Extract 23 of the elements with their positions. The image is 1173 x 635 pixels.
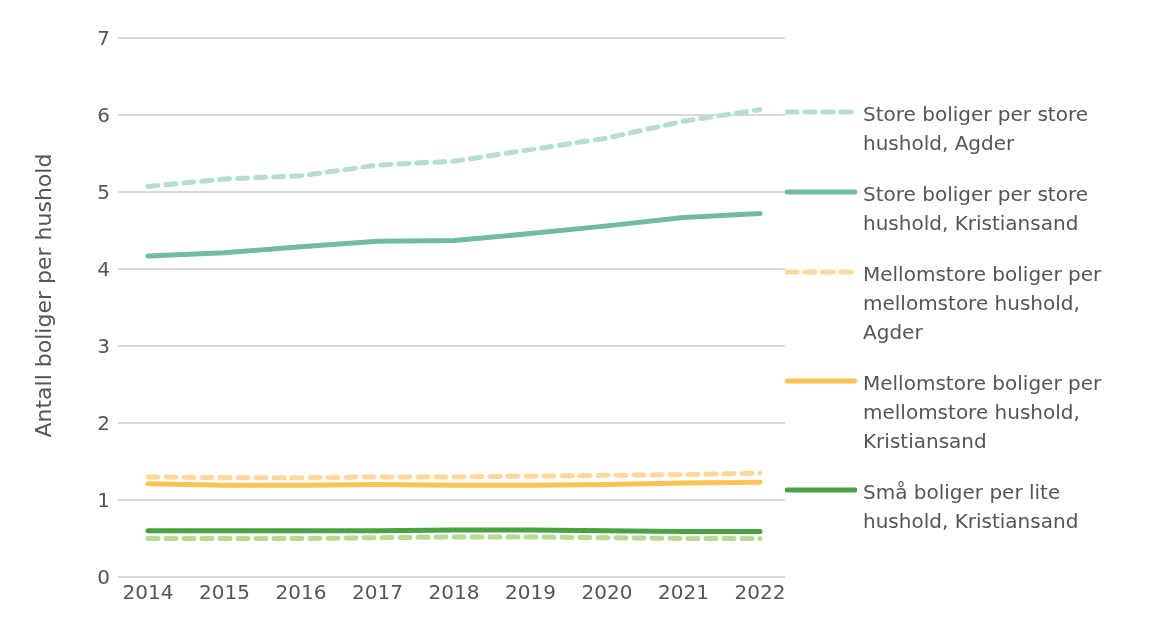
legend-label: Mellomstore boliger per mellomstore hushold, Kristiansand: [863, 369, 1103, 455]
y-tick-label: 7: [97, 26, 110, 51]
y-tick-label: 3: [97, 334, 110, 359]
y-tick-label: 6: [97, 103, 110, 128]
x-tick-label: 2017: [352, 580, 403, 605]
x-tick-label: 2014: [122, 580, 174, 605]
x-tick-label: 2021: [658, 580, 709, 605]
y-tick-label: 1: [97, 488, 110, 513]
y-tick-label: 5: [97, 180, 110, 205]
y-axis-title: Antall boliger per hushold: [30, 153, 56, 438]
x-tick-label: 2022: [734, 580, 786, 605]
y-tick-label: 2: [97, 411, 110, 436]
legend-label: Store boliger per store hushold, Kristiansand: [863, 180, 1089, 237]
x-tick-label: 2016: [275, 580, 327, 605]
x-tick-label: 2020: [581, 580, 633, 605]
y-tick-label: 0: [97, 565, 110, 590]
legend-label: Små boliger per lite hushold, Kristiansand: [863, 478, 1080, 535]
x-tick-label: 2018: [428, 580, 480, 605]
legend-label: Mellomstore boliger per mellomstore hushold, Agder: [863, 260, 1103, 346]
x-tick-label: 2019: [505, 580, 556, 605]
y-tick-label: 4: [97, 257, 110, 282]
legend-label: Store boliger per store hushold, Agder: [863, 100, 1089, 157]
x-tick-label: 2015: [199, 580, 250, 605]
